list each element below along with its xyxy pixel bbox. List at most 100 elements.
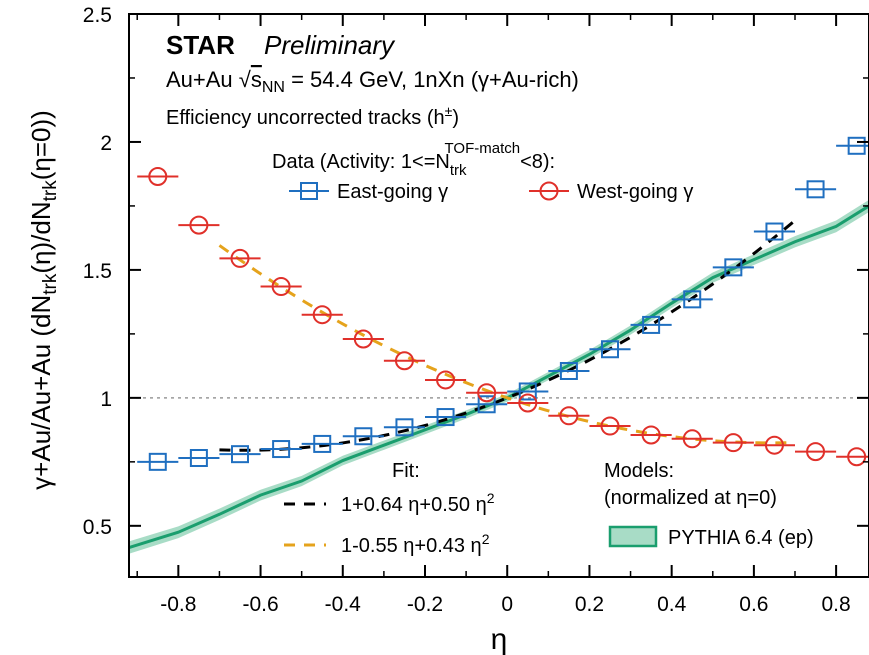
west-going-point bbox=[712, 433, 754, 453]
west-going-point bbox=[753, 435, 795, 455]
models-note: (normalized at η=0) bbox=[604, 487, 777, 509]
west-going-point bbox=[795, 442, 837, 462]
x-tick-label: -0.6 bbox=[242, 593, 278, 616]
east-going-point bbox=[507, 382, 549, 401]
data-heading: Data (Activity: 1<=NtrkTOF-match<8): bbox=[272, 140, 555, 179]
system-label: Au+Au √sNN = 54.4 GeV, 1nXn (γ+Au-rich) bbox=[166, 67, 579, 96]
plot-frame bbox=[128, 13, 869, 578]
x-tick-label: 0.2 bbox=[575, 593, 604, 616]
fit-curve bbox=[219, 219, 796, 452]
west-going-point bbox=[137, 167, 179, 187]
east-going-point bbox=[753, 222, 795, 241]
circle-marker bbox=[806, 442, 826, 462]
west-going-point bbox=[342, 329, 384, 349]
east-going-point bbox=[137, 452, 179, 471]
square-marker bbox=[313, 434, 332, 453]
west-going-point bbox=[589, 416, 631, 436]
east-going-point bbox=[219, 445, 261, 464]
east-going-point bbox=[383, 418, 425, 437]
circle-marker bbox=[230, 248, 250, 268]
west-going-point bbox=[507, 393, 549, 413]
y-tick-label: 1.5 bbox=[83, 260, 112, 283]
circle-marker bbox=[847, 447, 867, 467]
circle-marker bbox=[600, 416, 620, 436]
circle-marker bbox=[518, 393, 538, 413]
legend-circle-marker bbox=[539, 181, 559, 201]
square-marker bbox=[148, 452, 167, 471]
y-tick-label: 2.5 bbox=[83, 4, 112, 27]
circle-marker bbox=[641, 425, 661, 445]
y-axis-label: γ+Au/Au+Au (dNtrk(η)/dNtrk(η=0)) bbox=[26, 110, 61, 490]
preliminary-label: Preliminary bbox=[264, 30, 396, 60]
square-marker bbox=[395, 418, 414, 437]
x-tick-label: -0.4 bbox=[325, 593, 362, 616]
series-layer bbox=[137, 136, 869, 471]
circle-marker bbox=[394, 351, 414, 371]
legend-label: East-going γ bbox=[337, 181, 448, 203]
model-legend-swatch bbox=[608, 525, 658, 548]
west-going-point bbox=[425, 370, 467, 390]
square-marker bbox=[231, 445, 249, 464]
fit-legend-label-black: 1+0.64 η+0.50 η2 bbox=[341, 490, 495, 516]
east-going-point bbox=[589, 340, 631, 359]
circle-marker bbox=[682, 429, 702, 449]
west-going-point bbox=[466, 383, 508, 403]
y-tick-label: 0.5 bbox=[83, 516, 112, 539]
fit-heading: Fit: bbox=[392, 460, 420, 482]
square-marker bbox=[559, 361, 578, 380]
east-going-point bbox=[466, 395, 508, 414]
x-tick-label: 0.8 bbox=[822, 593, 851, 616]
square-marker bbox=[847, 136, 866, 155]
x-tick-label: 0 bbox=[501, 593, 513, 616]
square-marker bbox=[436, 408, 455, 427]
east-going-point bbox=[836, 136, 869, 155]
x-tick-label: 0.6 bbox=[739, 593, 768, 616]
west-going-point bbox=[383, 351, 425, 371]
east-going-point bbox=[671, 290, 713, 309]
east-going-point bbox=[795, 180, 837, 199]
circle-marker bbox=[436, 370, 456, 390]
square-marker bbox=[601, 340, 619, 359]
square-marker bbox=[354, 427, 373, 446]
fit-layer bbox=[218, 219, 796, 452]
west-going-point bbox=[548, 406, 590, 426]
legend-entry-east: East-going γ bbox=[289, 181, 448, 203]
tracks-label: Efficiency uncorrected tracks (h±) bbox=[166, 103, 459, 129]
tick-layer: -0.8 -0.6 -0.4 -0.2 0 0.2 0.4 0.6 0.8 0.5 1 1.5 2 2.5 bbox=[83, 4, 869, 616]
square-marker bbox=[477, 395, 496, 414]
x-tick-label: -0.2 bbox=[407, 593, 443, 616]
west-going-point bbox=[219, 248, 261, 268]
legend: East-going γ West-going γ bbox=[289, 181, 693, 203]
circle-marker bbox=[353, 329, 373, 349]
fit-curve bbox=[218, 244, 796, 445]
fit-legend-label-orange: 1-0.55 η+0.43 η2 bbox=[341, 531, 490, 557]
x-axis-label: η bbox=[491, 623, 508, 655]
square-marker bbox=[518, 382, 537, 401]
west-going-point bbox=[178, 215, 220, 235]
model-legend-label: PYTHIA 6.4 (ep) bbox=[668, 527, 814, 549]
circle-marker bbox=[764, 435, 784, 455]
circle-marker bbox=[271, 277, 291, 297]
east-going-point bbox=[301, 434, 343, 453]
west-going-point bbox=[260, 277, 302, 297]
y-tick-label: 2 bbox=[100, 132, 112, 155]
square-marker bbox=[683, 290, 702, 309]
models-heading: Models: bbox=[604, 460, 674, 482]
west-going-point bbox=[630, 425, 672, 445]
west-going-point bbox=[671, 429, 713, 449]
circle-marker bbox=[477, 383, 497, 403]
east-going-point bbox=[548, 361, 590, 380]
legend-label: West-going γ bbox=[577, 181, 693, 203]
legend-square-marker bbox=[300, 182, 318, 200]
east-going-point bbox=[712, 258, 754, 277]
square-marker bbox=[724, 258, 743, 277]
square-marker bbox=[272, 440, 291, 459]
star-label: STAR bbox=[166, 30, 235, 60]
east-going-point bbox=[260, 440, 302, 459]
model-band bbox=[129, 199, 869, 554]
circle-marker bbox=[312, 305, 332, 325]
x-tick-label: 0.4 bbox=[657, 593, 687, 616]
west-going-point bbox=[836, 447, 869, 467]
square-marker bbox=[806, 180, 825, 199]
